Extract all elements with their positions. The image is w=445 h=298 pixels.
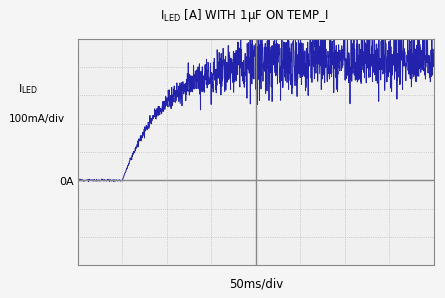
- Text: I$_\mathregular{LED}$ [A] WITH 1μF ON TEMP_I: I$_\mathregular{LED}$ [A] WITH 1μF ON TE…: [160, 7, 329, 24]
- Text: 50ms/div: 50ms/div: [229, 277, 283, 291]
- Text: I$_\mathregular{LED}$: I$_\mathregular{LED}$: [18, 83, 38, 96]
- Text: 0A: 0A: [59, 177, 73, 187]
- Text: 100mA/div: 100mA/div: [9, 114, 65, 124]
